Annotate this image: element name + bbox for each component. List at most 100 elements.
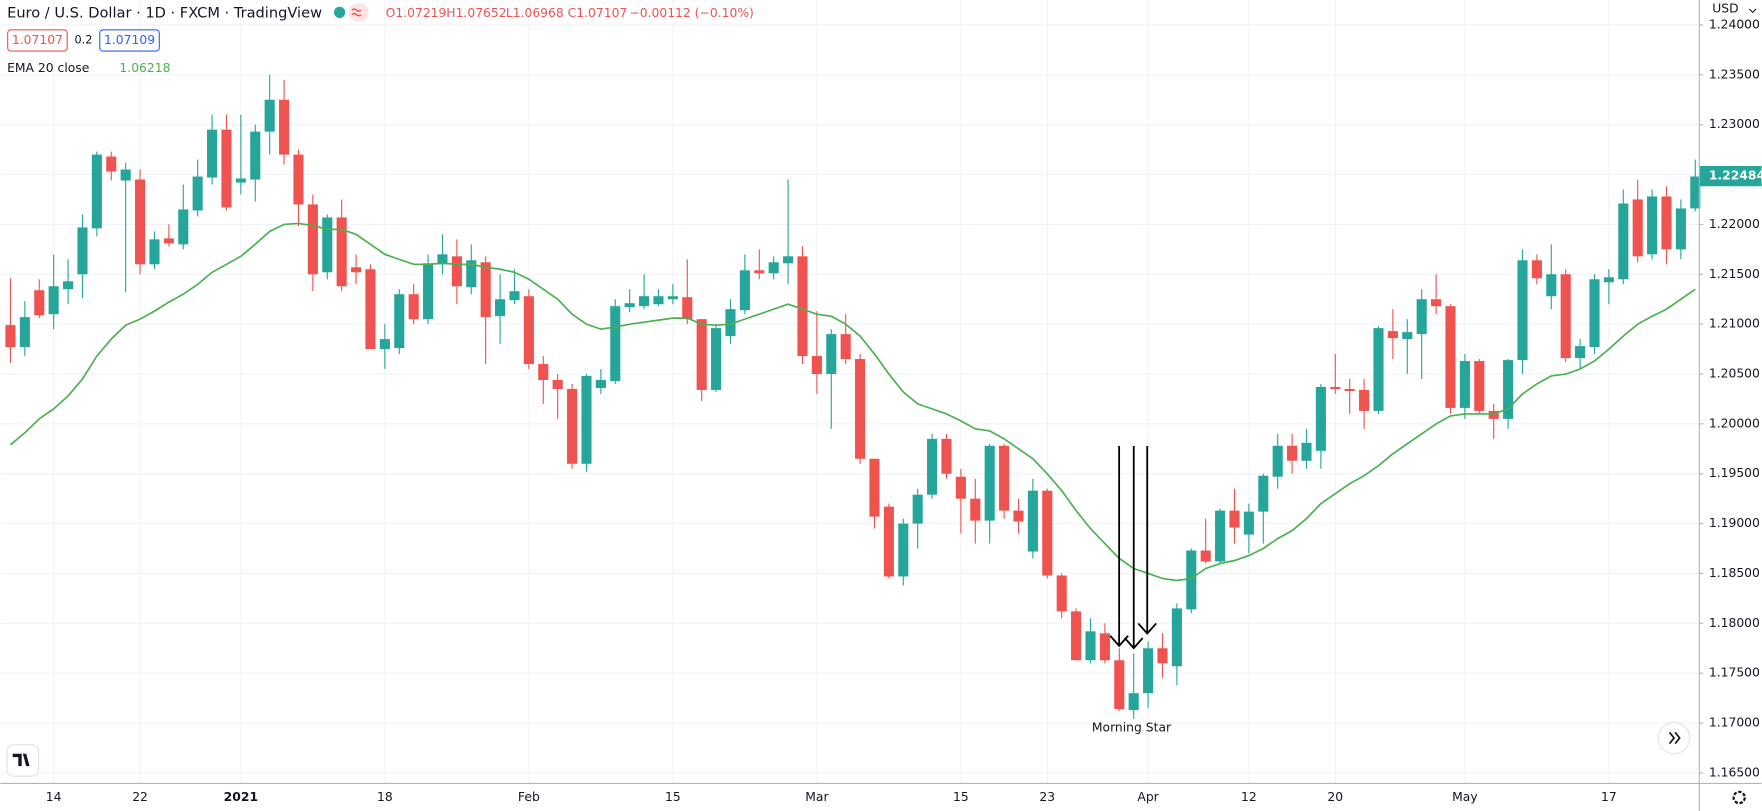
x-tick-label: 12	[1241, 790, 1257, 804]
candle-body	[63, 281, 74, 290]
candle-body	[279, 99, 290, 155]
candle-body	[754, 270, 765, 274]
candle-body	[207, 129, 218, 178]
candle-body	[711, 328, 722, 390]
candle-body	[811, 356, 822, 375]
candle-body	[768, 262, 779, 274]
candle-body	[77, 227, 88, 275]
ohlc-high: H1.07652	[446, 6, 506, 20]
candle-body	[351, 267, 362, 273]
y-tick-label: 1.18500	[1709, 566, 1760, 580]
candle-body	[235, 178, 246, 183]
candle-body	[307, 204, 318, 275]
arrow	[1137, 445, 1157, 635]
bid-box[interactable]	[7, 29, 68, 52]
candle-body	[466, 260, 477, 288]
candle-body	[955, 476, 966, 499]
y-tick-label: 1.22000	[1709, 217, 1760, 231]
spread: 0.2	[75, 33, 93, 46]
ohlc-close: C1.07107	[568, 6, 628, 20]
candle-body	[1287, 445, 1298, 461]
candle-body	[437, 254, 448, 265]
candle-body	[379, 339, 390, 350]
candle-body	[999, 445, 1010, 511]
axes: 1.16500 1.17000 1.17500 1.18000 1.18500 1.190…	[46, 1, 1762, 804]
ask-price[interactable]: 1.07109	[104, 33, 155, 47]
candle-body	[1560, 274, 1571, 359]
candle-body	[855, 359, 866, 459]
x-tick-label: May	[1452, 790, 1478, 804]
market-status	[333, 6, 346, 18]
candle-body	[927, 438, 938, 495]
candle-body	[912, 494, 923, 524]
last-price-box	[1699, 166, 1762, 187]
candle-body	[1416, 299, 1427, 335]
candle-body	[1445, 306, 1456, 408]
candle-body	[1647, 196, 1658, 255]
candle-body	[783, 256, 794, 264]
candle-body	[451, 256, 462, 287]
candle-body	[1359, 389, 1370, 411]
candle-body	[1301, 442, 1312, 461]
settings-button[interactable]	[1732, 790, 1746, 805]
candle-body	[984, 445, 995, 521]
candle-body	[552, 379, 563, 389]
candle-body	[495, 299, 506, 317]
y-tick-label: 1.18000	[1709, 616, 1760, 630]
candle-body	[1315, 386, 1326, 451]
logo[interactable]	[6, 744, 40, 777]
candle-body	[1488, 410, 1499, 419]
currency-menu[interactable]	[1748, 8, 1757, 14]
candle-body	[739, 270, 750, 311]
candle-body	[19, 317, 30, 348]
candle-body	[1258, 475, 1269, 512]
candle-body	[653, 296, 664, 305]
candle-body	[1085, 631, 1096, 661]
candle-body	[538, 364, 549, 380]
last-price-label: 1.22484	[1709, 169, 1762, 183]
candle-body	[1690, 176, 1701, 209]
candle-body	[639, 296, 650, 307]
candle-body	[1056, 575, 1067, 612]
candle-body	[1589, 279, 1600, 348]
candle-body	[365, 269, 376, 350]
x-tick-label: 2021	[224, 790, 258, 804]
y-tick-label: 1.17000	[1709, 716, 1760, 730]
candle-body	[1474, 361, 1485, 411]
candle-body	[667, 296, 678, 300]
y-tick-label: 1.24000	[1709, 17, 1760, 31]
candle-body	[1387, 331, 1398, 339]
candle-body	[523, 296, 534, 365]
candle-body	[595, 379, 606, 388]
ask-box[interactable]	[99, 29, 160, 52]
x-tick-label: 17	[1601, 790, 1617, 804]
candle-body	[1229, 510, 1240, 528]
scroll-glyph	[1668, 731, 1681, 745]
candle-body	[1459, 361, 1470, 408]
candle-body	[264, 99, 275, 132]
candle-body	[178, 209, 189, 245]
x-tick-label: 23	[1039, 790, 1055, 804]
bid-price[interactable]: 1.07107	[12, 33, 63, 47]
x-tick-label: Mar	[805, 790, 829, 804]
candle-body	[394, 294, 405, 349]
y-tick-label: 1.19500	[1709, 466, 1760, 480]
candle-body	[1157, 648, 1168, 664]
candle-body	[1042, 490, 1053, 576]
candle-body	[509, 291, 520, 301]
candle-body	[1027, 490, 1038, 552]
indicator-icon-glyph	[351, 8, 362, 17]
y-tick-label: 1.21500	[1709, 267, 1760, 281]
ohlc-open: O1.07219	[386, 6, 447, 20]
candle-body	[1531, 260, 1542, 279]
symbol-title: Euro / U.S. Dollar · 1D · FXCM · Trading…	[7, 4, 322, 21]
candle-body	[567, 388, 578, 464]
candle-body	[1143, 648, 1154, 694]
x-tick-label: 18	[377, 790, 393, 804]
candle-body	[221, 129, 232, 208]
candle-body	[1632, 199, 1643, 257]
candle-body	[1071, 611, 1082, 661]
candle-body	[408, 294, 419, 320]
y-tick-label: 1.19000	[1709, 516, 1760, 530]
y-tick-label: 1.20000	[1709, 416, 1760, 430]
